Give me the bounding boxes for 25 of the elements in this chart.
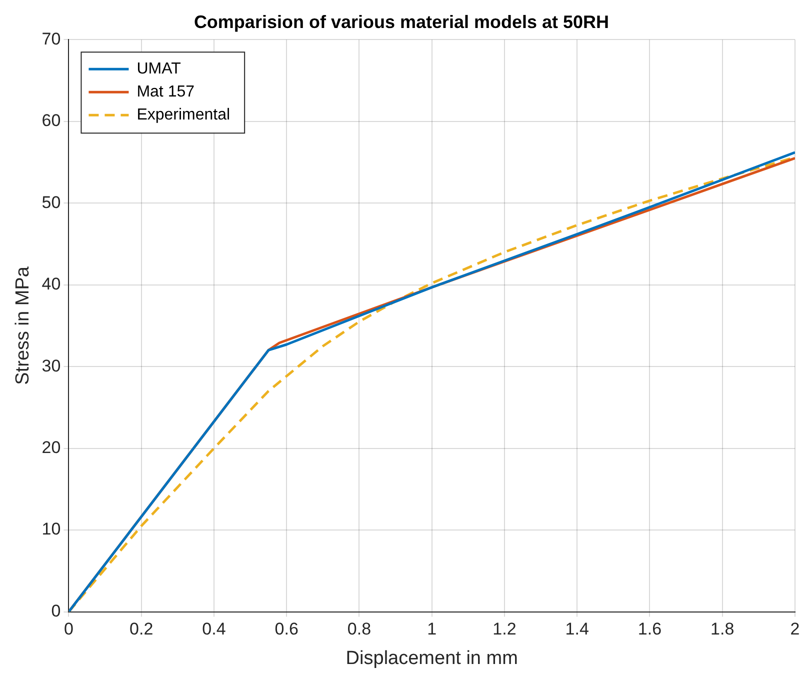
legend-label: Mat 157 <box>136 84 195 101</box>
x-tick-label: 0.8 <box>347 620 372 639</box>
y-tick-label: 40 <box>42 274 61 294</box>
x-tick-label: 0 <box>64 620 74 639</box>
x-tick-label: 1.2 <box>492 620 516 639</box>
x-tick-label: 0.4 <box>202 620 226 639</box>
y-axis-title: Stress in MPa <box>12 266 34 385</box>
y-tick-label: 30 <box>42 356 61 376</box>
x-tick-label: 1 <box>427 620 437 639</box>
y-tick-label: 10 <box>42 520 61 539</box>
x-tick-label: 1.8 <box>710 620 734 639</box>
y-tick-label: 0 <box>51 601 61 620</box>
x-tick-label: 0.6 <box>274 620 298 639</box>
x-tick-label: 0.2 <box>130 620 154 639</box>
x-tick-label: 2 <box>790 620 800 639</box>
y-tick-label: 70 <box>42 29 61 48</box>
legend-label: Experimental <box>136 106 230 124</box>
x-tick-label: 1.6 <box>638 620 662 639</box>
y-tick-label: 60 <box>42 111 61 130</box>
chart-title: Comparision of various material models at 50RH <box>194 12 610 32</box>
x-tick-label: 1.4 <box>565 620 589 639</box>
y-tick-label: 20 <box>42 438 61 457</box>
x-axis-title: Displacement in mm <box>346 648 518 669</box>
y-tick-label: 50 <box>42 192 61 212</box>
legend-label: UMAT <box>136 60 182 78</box>
